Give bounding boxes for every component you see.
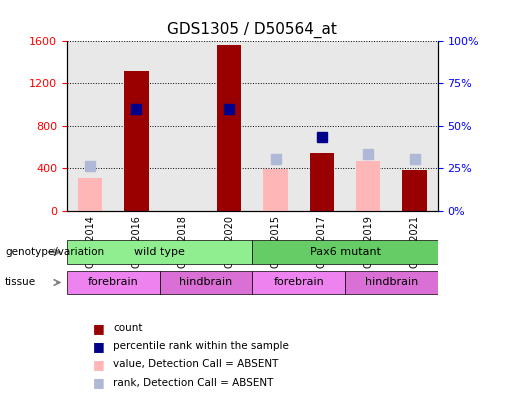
Text: forebrain: forebrain (88, 277, 139, 288)
Text: ■: ■ (93, 322, 105, 335)
Text: Pax6 mutant: Pax6 mutant (310, 247, 381, 257)
Bar (356, 161, 381, 211)
Bar (124, 71, 149, 211)
Text: ■: ■ (93, 376, 105, 389)
Title: GDS1305 / D50564_at: GDS1305 / D50564_at (167, 21, 337, 38)
Text: hindbrain: hindbrain (179, 277, 233, 288)
Text: ■: ■ (93, 340, 105, 353)
Bar (78, 178, 102, 211)
Text: wild type: wild type (134, 247, 185, 257)
Text: genotype/variation: genotype/variation (5, 247, 104, 257)
FancyBboxPatch shape (160, 271, 252, 294)
Text: ■: ■ (93, 358, 105, 371)
FancyBboxPatch shape (252, 240, 438, 264)
Bar (402, 170, 427, 211)
FancyBboxPatch shape (252, 271, 345, 294)
Bar (310, 153, 334, 211)
Text: hindbrain: hindbrain (365, 277, 418, 288)
Bar (263, 169, 288, 211)
Text: count: count (113, 323, 143, 333)
Text: forebrain: forebrain (273, 277, 324, 288)
Text: tissue: tissue (5, 277, 36, 288)
Text: value, Detection Call = ABSENT: value, Detection Call = ABSENT (113, 360, 279, 369)
Text: percentile rank within the sample: percentile rank within the sample (113, 341, 289, 351)
FancyBboxPatch shape (67, 271, 160, 294)
FancyBboxPatch shape (67, 240, 252, 264)
FancyBboxPatch shape (345, 271, 438, 294)
Bar (217, 45, 242, 211)
Text: rank, Detection Call = ABSENT: rank, Detection Call = ABSENT (113, 378, 273, 388)
